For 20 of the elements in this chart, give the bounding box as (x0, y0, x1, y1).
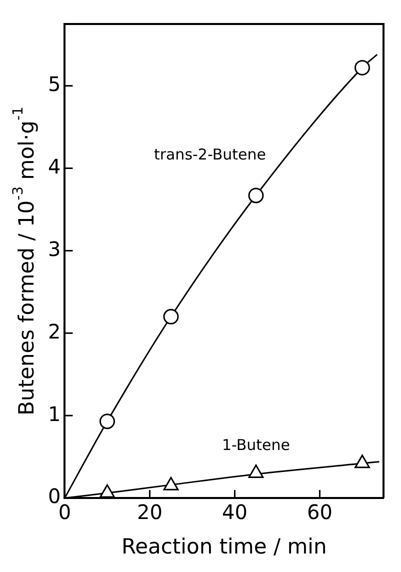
series-label: trans-2-Butene (154, 145, 266, 164)
point (100, 484, 115, 498)
y-tick-label: 4 (48, 154, 61, 178)
y-tick-label: 0 (48, 484, 61, 508)
point (354, 454, 370, 468)
x-tick-label: 60 (307, 500, 332, 524)
point (163, 308, 179, 324)
y-tick-label: 5 (48, 72, 61, 96)
x-tick-label: 20 (137, 500, 162, 524)
point (354, 60, 370, 76)
x-axis-title: Reaction time / min (121, 534, 327, 558)
point (248, 188, 264, 204)
point (163, 476, 179, 490)
x-tick-label: 40 (222, 500, 248, 524)
series-label: 1-Butene (222, 436, 290, 454)
point (248, 464, 264, 478)
y-tick-label: 1 (48, 402, 61, 426)
y-tick-label: 2 (48, 319, 61, 344)
y-axis-title: Butenes formed / 10-3 mol·g-1 (10, 106, 38, 416)
y-tick-label: 3 (48, 236, 61, 261)
